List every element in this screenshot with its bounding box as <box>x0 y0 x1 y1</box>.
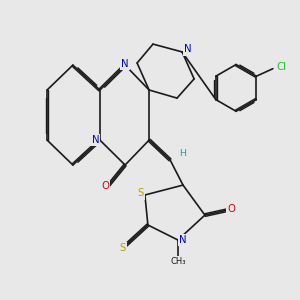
Text: N: N <box>184 44 191 55</box>
Text: N: N <box>92 135 99 145</box>
Text: N: N <box>179 235 187 245</box>
Text: S: S <box>120 243 126 253</box>
Text: Cl: Cl <box>277 62 287 72</box>
Text: O: O <box>227 203 235 214</box>
Text: N: N <box>121 58 129 69</box>
Text: H: H <box>179 148 187 158</box>
Text: S: S <box>137 188 144 199</box>
Text: CH₃: CH₃ <box>170 257 186 266</box>
Text: O: O <box>101 181 109 191</box>
